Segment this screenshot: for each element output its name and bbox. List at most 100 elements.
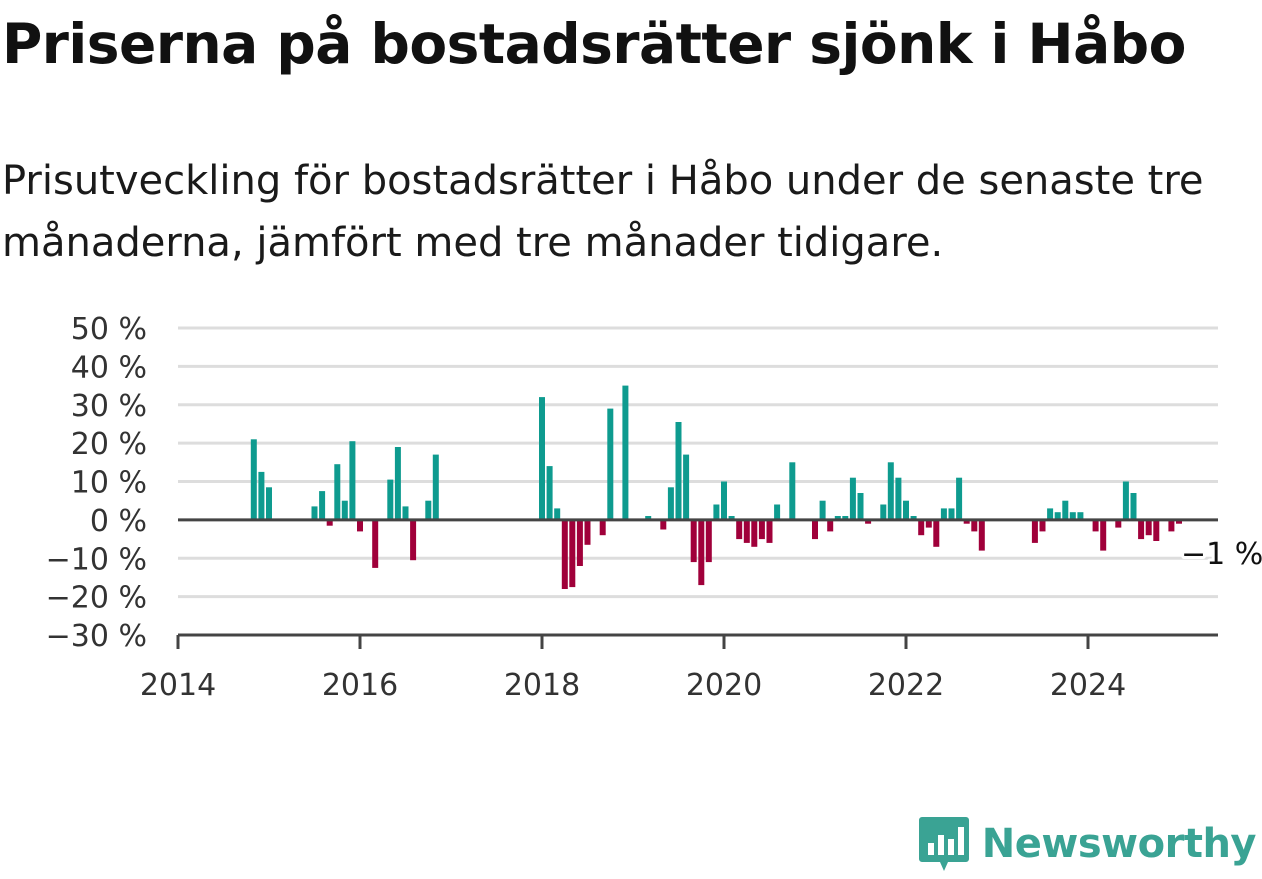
last-value-label: −1 % [1181, 537, 1262, 572]
y-tick-label: −10 % [46, 542, 147, 577]
bar-positive [311, 506, 318, 520]
bar-positive [948, 508, 955, 520]
bar-negative [865, 519, 872, 524]
bar-chart: 50 %40 % 30 %20 % 10 %0 %−10 % −20 %−30 % 20… [46, 312, 1262, 700]
bar-positive [387, 479, 394, 520]
bar-negative [599, 519, 606, 536]
bar-positive [887, 462, 894, 520]
bar-positive [903, 500, 909, 520]
bar-positive [349, 441, 356, 520]
y-tick-label: −20 % [46, 581, 147, 616]
bar-negative [357, 519, 363, 532]
brand: Newsworthy [918, 815, 1257, 873]
bar-negative [1039, 519, 1046, 532]
bar-negative [1031, 519, 1038, 543]
last-value-label-halo: −1 % [1181, 537, 1262, 572]
bar-negative [326, 519, 333, 526]
bar-negative [1092, 519, 1099, 532]
bar-positive [880, 504, 887, 520]
x-tick-label: 2024 [1050, 668, 1126, 700]
y-tick-label: 10 % [71, 466, 147, 501]
bar-positive [834, 516, 841, 520]
tick-labels: 50 %40 % 30 %20 % 10 %0 %−10 % −20 %−30 % 20… [46, 312, 1262, 700]
bar-negative [827, 519, 834, 532]
bar-negative [812, 519, 818, 540]
bar-positive [341, 500, 348, 520]
bar-positive [956, 477, 963, 520]
bar-positive [940, 508, 947, 520]
y-tick-label: 50 % [71, 312, 147, 347]
y-tick-label: 30 % [71, 389, 147, 424]
newsworthy-logo-icon [918, 817, 969, 871]
bar-negative [660, 519, 667, 530]
bar-positive [554, 508, 561, 520]
bar-negative [766, 519, 773, 543]
bar-negative [751, 519, 758, 547]
bar-positive [266, 487, 272, 520]
bar-positive [728, 516, 735, 520]
gridlines [178, 326, 1218, 599]
bar-negative [971, 519, 978, 532]
bar-positive [334, 464, 341, 520]
x-tick-label: 2018 [504, 668, 580, 700]
y-tick-label: 0 % [90, 504, 147, 539]
bar-negative [1115, 519, 1122, 528]
bar-positive [683, 454, 690, 520]
bar-positive [667, 487, 674, 520]
bar-positive [607, 408, 614, 520]
bar-negative [1153, 519, 1160, 541]
bar-negative [561, 519, 568, 589]
bar-positive [857, 493, 864, 520]
bar-negative [963, 519, 970, 524]
bar-positive [319, 491, 326, 520]
bar-positive [713, 504, 720, 520]
bar-negative [410, 519, 417, 561]
bar-positive [250, 439, 257, 520]
bar-negative [1100, 519, 1107, 551]
bar-negative [1138, 519, 1145, 540]
bar-positive [1069, 512, 1076, 520]
bar-negative [736, 519, 743, 540]
bar-positive [645, 516, 652, 520]
bar-negative [1176, 519, 1182, 524]
bar-positive [394, 447, 401, 520]
bar-negative [1145, 519, 1152, 536]
bar-positive [895, 477, 902, 520]
bar-positive [675, 422, 682, 520]
bar-positive [546, 466, 553, 520]
bar-positive [774, 504, 781, 520]
bar-negative [690, 519, 697, 563]
bar-positive [622, 385, 629, 520]
bar-positive [789, 462, 796, 520]
bar-positive [425, 500, 432, 520]
bar-negative [918, 519, 925, 536]
bar-negative [978, 519, 985, 551]
bar-negative [698, 519, 705, 586]
bar-positive [1062, 500, 1069, 520]
bar-positive [910, 516, 917, 520]
bar-positive [721, 481, 727, 520]
bar-positive [402, 506, 409, 520]
bar-positive [849, 477, 856, 520]
bar-positive [1077, 512, 1084, 520]
bar-negative [758, 519, 765, 540]
chart-subtitle: Prisutveckling för bostadsrätter i Håbo … [2, 158, 1204, 266]
bars [250, 385, 1182, 589]
chart-title: Priserna på bostadsrätter sjönk i Håbo [2, 12, 1186, 76]
y-tick-label: 20 % [71, 427, 147, 462]
bar-negative [569, 519, 576, 588]
bar-negative [372, 519, 379, 568]
x-tick-label: 2016 [322, 668, 398, 700]
bar-positive [842, 516, 849, 520]
bar-positive [432, 454, 439, 520]
bar-positive [1130, 493, 1137, 520]
x-tick-label: 2014 [140, 668, 216, 700]
y-tick-label: −30 % [46, 619, 147, 654]
x-tick-label: 2020 [686, 668, 762, 700]
axes [176, 518, 1218, 649]
bar-negative [925, 519, 932, 528]
x-tick-label: 2022 [868, 668, 944, 700]
bar-positive [819, 500, 826, 520]
bar-negative [933, 519, 940, 547]
bar-negative [743, 519, 750, 543]
